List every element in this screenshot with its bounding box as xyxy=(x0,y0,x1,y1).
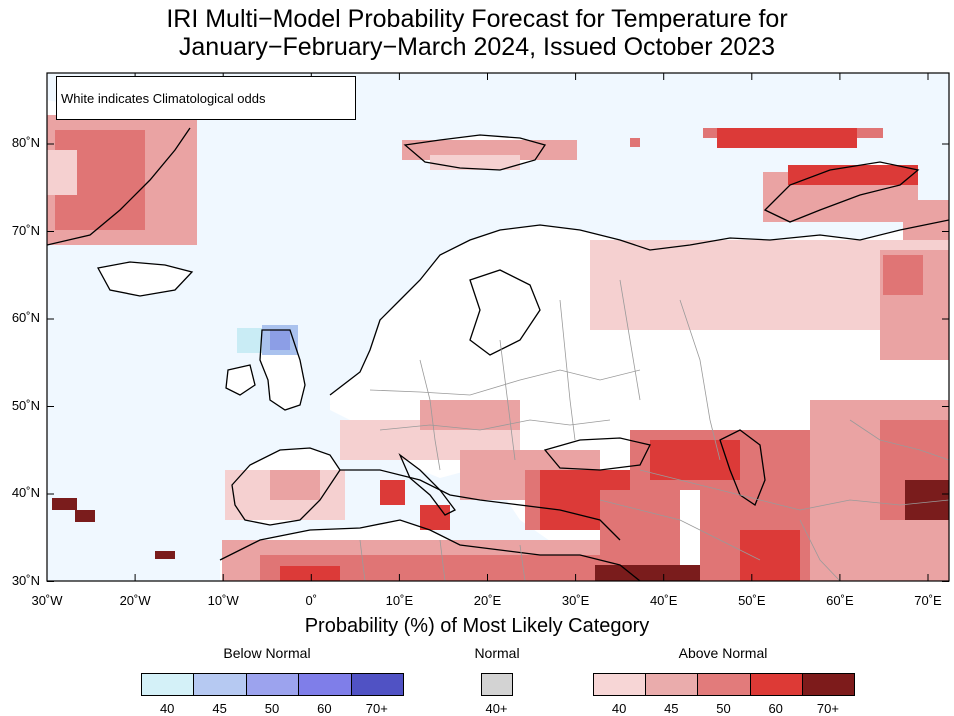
sardinia-above xyxy=(380,480,405,505)
latitude-label: 80˚N xyxy=(11,135,40,150)
above-normal-swatch xyxy=(801,673,855,696)
latitude-label: 30˚N xyxy=(11,572,40,588)
kara-above xyxy=(903,200,949,240)
longitude-label: 20˚E xyxy=(473,593,502,608)
above-normal-swatch-label: 60 xyxy=(768,701,783,716)
below-normal-swatch-label: 45 xyxy=(212,701,227,716)
longitude-label: 50˚E xyxy=(738,593,766,608)
above-normal-swatch xyxy=(749,673,803,696)
above-normal-swatch-label: 70+ xyxy=(816,701,839,716)
iberia-above xyxy=(270,470,320,500)
siberia-above xyxy=(883,255,923,295)
latitude-label: 60˚N xyxy=(11,310,40,325)
longitude-label: 70˚E xyxy=(914,593,942,608)
iran-above xyxy=(740,530,800,581)
climatology-note: White indicates Climatological odds xyxy=(56,76,356,120)
arabia-above xyxy=(595,565,715,581)
latitude-label: 70˚N xyxy=(11,222,40,238)
above-normal-swatch-label: 40 xyxy=(611,701,627,716)
longitude-label: 60˚E xyxy=(826,593,854,608)
below-normal-swatch-label: 70+ xyxy=(365,701,388,716)
central-asia-above xyxy=(905,480,949,520)
normal-swatch xyxy=(481,673,513,696)
below-normal-swatch xyxy=(141,673,195,696)
above-normal-swatch xyxy=(697,673,751,696)
longitude-label: 30˚E xyxy=(561,593,590,608)
longitude-label: 10˚W xyxy=(207,593,239,608)
chart-title-line1: IRI Multi−Model Probability Forecast for… xyxy=(166,5,788,33)
above-normal-swatch xyxy=(593,673,647,696)
below-normal-swatch xyxy=(350,673,404,696)
legend-above-normal-label: Above Normal xyxy=(678,645,768,661)
legend-below-normal-label: Below Normal xyxy=(223,645,311,661)
barents-above xyxy=(717,128,857,148)
azores-above xyxy=(75,510,95,522)
below-normal-swatch xyxy=(245,673,300,696)
novaya-zemlya-above xyxy=(788,165,918,185)
longitude-label: 10˚E xyxy=(385,593,414,608)
coastlines xyxy=(47,127,949,581)
below-normal-swatch xyxy=(298,673,352,696)
longitude-label: 20˚W xyxy=(119,593,151,608)
longitude-label: 30˚W xyxy=(31,593,63,608)
caucasus-above xyxy=(650,440,740,480)
above-normal-swatch-label: 45 xyxy=(664,701,679,716)
country-borders xyxy=(359,279,949,581)
sicily-above xyxy=(420,505,450,530)
normal-swatch-label: 40+ xyxy=(485,701,508,716)
longitude-label: 40˚E xyxy=(649,593,678,608)
latitude-label: 50˚N xyxy=(11,397,40,413)
probability-shading xyxy=(47,115,949,581)
barents-above xyxy=(630,138,640,147)
below-normal-swatch xyxy=(193,673,247,696)
canary-above xyxy=(155,551,175,559)
latitude-label: 40˚N xyxy=(11,485,40,500)
legend-normal-label: Normal xyxy=(474,645,520,661)
above-normal-swatch-label: 50 xyxy=(716,701,731,716)
above-normal-swatch xyxy=(645,673,699,696)
north-africa-above xyxy=(280,566,340,581)
below-normal-swatch-label: 50 xyxy=(264,701,280,716)
greenland-above xyxy=(47,150,77,195)
longitude-label: 0˚ xyxy=(305,593,318,608)
chart-title-line2: January−February−March 2024, Issued Octo… xyxy=(178,33,776,61)
scotland-below xyxy=(270,330,290,350)
legend-title: Probability (%) of Most Likely Category xyxy=(304,615,650,637)
azores-above xyxy=(52,498,77,510)
below-normal-swatch-label: 60 xyxy=(317,701,332,716)
below-normal-swatch-label: 40 xyxy=(159,701,175,716)
